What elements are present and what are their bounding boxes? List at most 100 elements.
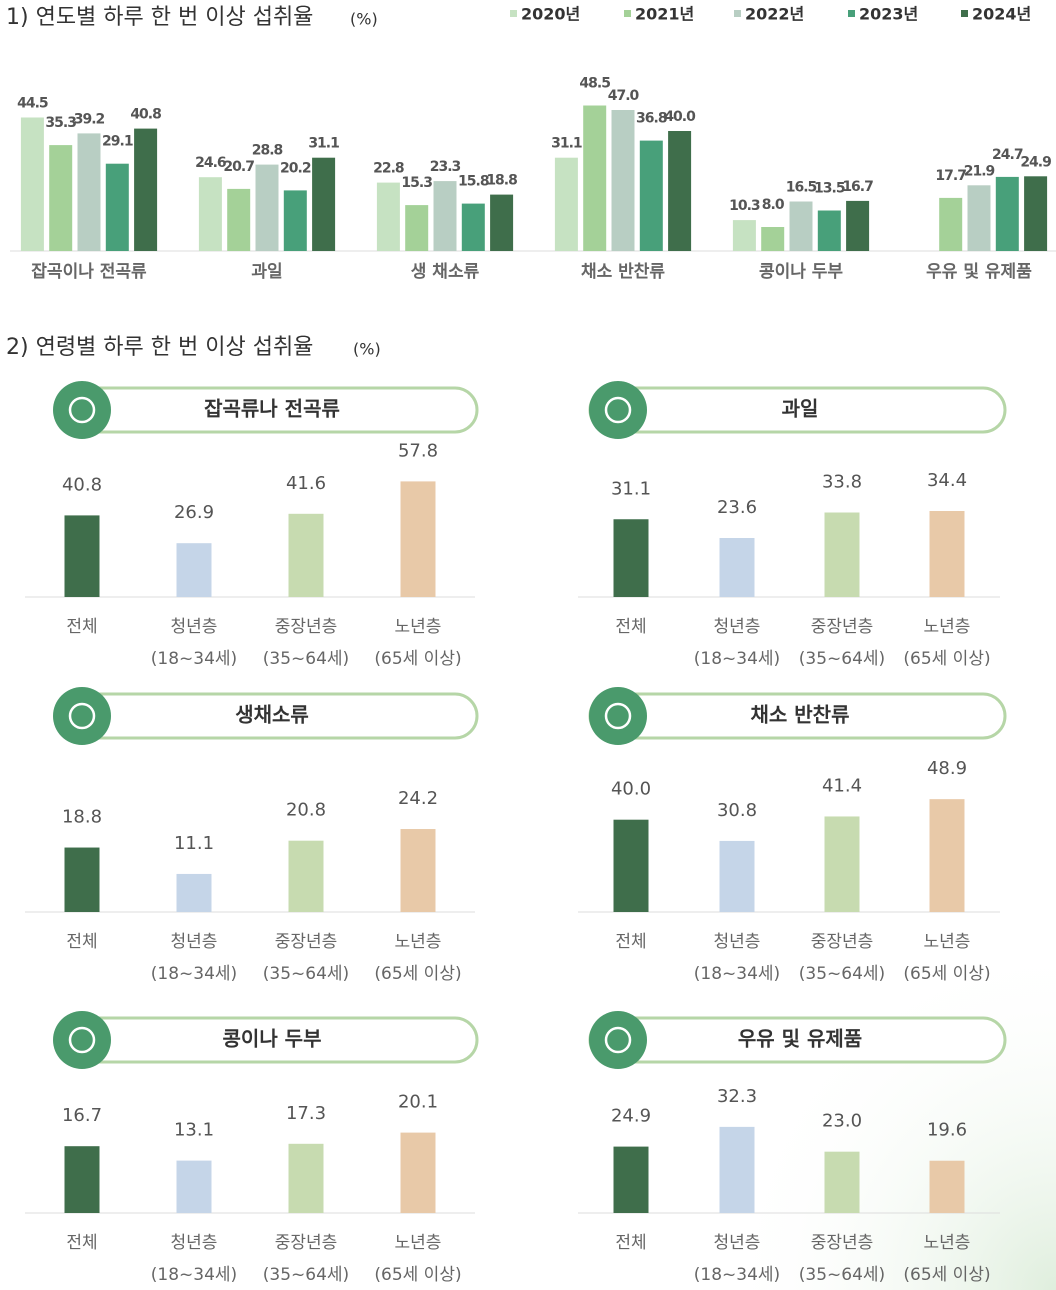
x-tick-label: 전체 — [66, 932, 97, 952]
panel-title: 채소 반찬류 — [751, 703, 850, 727]
bar — [846, 200, 870, 251]
value-label: 15.3 — [401, 175, 432, 191]
header-icon — [589, 381, 647, 439]
panel-title: 콩이나 두부 — [223, 1027, 322, 1051]
value-label: 15.8 — [458, 174, 489, 190]
header-icon — [589, 1011, 647, 1069]
icon-glyph — [604, 396, 632, 424]
legend-label: 2023년 — [859, 5, 918, 24]
bar — [995, 176, 1019, 251]
value-label: 8.0 — [762, 197, 785, 213]
value-label: 24.6 — [195, 155, 226, 171]
value-label: 24.9 — [611, 1106, 651, 1127]
bar — [49, 145, 73, 251]
value-label: 41.6 — [286, 473, 326, 494]
value-label: 28.8 — [252, 143, 283, 159]
value-label: 23.3 — [430, 159, 461, 175]
value-label: 23.6 — [717, 497, 757, 518]
bar — [613, 519, 649, 597]
value-label: 26.9 — [174, 502, 214, 523]
value-label: 18.8 — [62, 807, 102, 828]
legend-label: 2021년 — [635, 5, 694, 24]
value-label: 31.1 — [551, 136, 582, 152]
legend-label: 2024년 — [972, 5, 1031, 24]
bar — [719, 1126, 755, 1213]
bar — [613, 819, 649, 912]
legend-label: 2022년 — [745, 5, 804, 24]
unit: (%) — [350, 10, 378, 29]
bar — [719, 538, 755, 597]
bar — [288, 513, 324, 597]
bar — [817, 210, 841, 251]
x-tick-label: 전체 — [615, 1233, 646, 1253]
bar — [929, 1160, 965, 1213]
x-tick-label: 과일 — [251, 262, 282, 282]
x-tick-sublabel: (65세 이상) — [903, 964, 990, 984]
bar — [20, 117, 44, 251]
bar — [490, 194, 514, 251]
x-tick-label: 생 채소류 — [411, 262, 480, 282]
x-tick-label: 중장년층 — [811, 932, 874, 952]
x-tick-label: 청년층 — [714, 617, 761, 637]
bar — [1024, 176, 1048, 251]
x-tick-sublabel: (18~34세) — [694, 649, 780, 669]
icon-glyph — [68, 702, 96, 730]
x-tick-label: 청년층 — [714, 1233, 761, 1253]
bar — [176, 543, 212, 597]
value-label: 36.8 — [636, 111, 667, 127]
x-tick-label: 노년층 — [924, 932, 971, 952]
x-tick-sublabel: (18~34세) — [694, 964, 780, 984]
bar — [613, 1146, 649, 1213]
value-label: 35.3 — [45, 115, 76, 131]
bar — [400, 1132, 436, 1213]
chart-title: 1) 연도별 하루 한 번 이상 섭취율 — [6, 5, 313, 30]
icon-glyph — [68, 396, 96, 424]
value-label: 31.1 — [611, 478, 651, 499]
x-tick-sublabel: (35~64세) — [263, 649, 349, 669]
legend-swatch — [961, 10, 968, 17]
bar — [134, 128, 158, 251]
bar — [761, 227, 785, 251]
bar — [824, 1151, 860, 1213]
value-label: 20.1 — [398, 1092, 438, 1113]
panel-title: 잡곡류나 전곡류 — [204, 397, 340, 421]
value-label: 16.7 — [842, 179, 873, 195]
x-tick-sublabel: (65세 이상) — [903, 649, 990, 669]
bar — [288, 840, 324, 912]
x-tick-label: 잡곡이나 전곡류 — [31, 262, 147, 282]
legend-label: 2020년 — [521, 5, 580, 24]
x-tick-sublabel: (35~64세) — [799, 1265, 885, 1285]
bar — [198, 177, 222, 251]
panel-title: 우유 및 유제품 — [738, 1027, 862, 1051]
bar — [967, 185, 991, 251]
value-label: 48.9 — [927, 758, 967, 779]
bar — [405, 205, 429, 251]
x-tick-label: 청년층 — [171, 1233, 218, 1253]
bar — [255, 164, 279, 251]
bar — [611, 110, 635, 251]
x-tick-label: 우유 및 유제품 — [926, 262, 1032, 282]
value-label: 34.4 — [927, 470, 967, 491]
x-tick-label: 중장년층 — [275, 1233, 338, 1253]
value-label: 39.2 — [74, 111, 105, 127]
value-label: 17.3 — [286, 1103, 326, 1124]
x-tick-label: 콩이나 두부 — [759, 262, 843, 282]
value-label: 20.2 — [280, 160, 311, 176]
bar — [105, 163, 129, 251]
icon-glyph — [604, 1026, 632, 1054]
header-icon — [53, 687, 111, 745]
bar — [789, 201, 813, 251]
x-tick-label: 청년층 — [714, 932, 761, 952]
bar — [64, 847, 100, 912]
bar — [376, 182, 400, 251]
icon-glyph — [68, 1026, 96, 1054]
bar — [288, 1143, 324, 1213]
legend-swatch — [624, 10, 631, 17]
x-tick-label: 전체 — [66, 617, 97, 637]
panel-title: 생채소류 — [235, 703, 309, 727]
bar — [77, 133, 101, 251]
x-tick-label: 청년층 — [171, 932, 218, 952]
legend-swatch — [848, 10, 855, 17]
x-tick-label: 중장년층 — [811, 1233, 874, 1253]
bar — [64, 515, 100, 597]
